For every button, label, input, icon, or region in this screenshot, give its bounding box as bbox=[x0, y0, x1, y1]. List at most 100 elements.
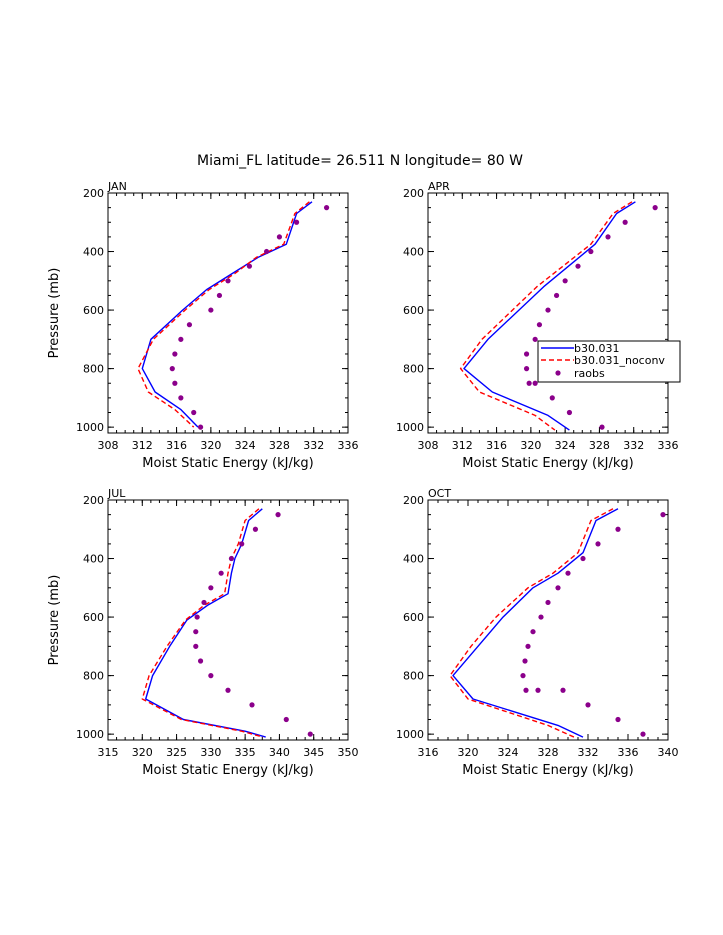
model-series-line bbox=[463, 201, 636, 431]
raobs-point bbox=[178, 395, 184, 401]
model-series-line bbox=[452, 508, 619, 738]
y-tick-label: 600 bbox=[403, 304, 424, 317]
noconv-series-line bbox=[137, 201, 310, 428]
x-tick-label: 336 bbox=[618, 746, 639, 759]
raobs-point bbox=[208, 307, 214, 313]
raobs-point bbox=[615, 716, 621, 723]
raobs-point bbox=[585, 702, 591, 708]
raobs-point bbox=[545, 599, 551, 606]
x-tick-label: 320 bbox=[520, 439, 541, 452]
x-tick-label: 350 bbox=[338, 746, 359, 759]
x-tick-label: 324 bbox=[235, 439, 256, 452]
x-tick-label: 332 bbox=[623, 439, 644, 452]
y-tick-label: 400 bbox=[403, 246, 424, 259]
raobs-point bbox=[526, 380, 532, 386]
x-tick-label: 324 bbox=[555, 439, 576, 452]
y-tick-label: 1000 bbox=[76, 728, 104, 741]
x-axis-title: Moist Static Energy (kJ/kg) bbox=[142, 456, 313, 471]
panel-jul bbox=[107, 499, 349, 741]
raobs-point bbox=[566, 409, 573, 416]
x-tick-label: 320 bbox=[132, 746, 153, 759]
model-series-line bbox=[144, 508, 266, 738]
raobs-point bbox=[186, 322, 193, 328]
legend-label: b30.031 bbox=[574, 342, 619, 355]
x-tick-label: 312 bbox=[132, 439, 153, 452]
panel-oct bbox=[427, 499, 669, 741]
x-tick-label: 335 bbox=[235, 746, 256, 759]
x-tick-label: 325 bbox=[166, 746, 187, 759]
x-tick-label: 316 bbox=[418, 746, 439, 759]
raobs-point bbox=[530, 629, 536, 635]
raobs-point bbox=[562, 278, 568, 284]
raobs-point bbox=[252, 526, 259, 532]
raobs-point bbox=[536, 322, 543, 328]
raobs-point bbox=[525, 643, 531, 649]
raobs-point bbox=[216, 292, 223, 299]
plot-frame bbox=[107, 499, 349, 741]
raobs-point bbox=[178, 336, 184, 342]
raobs-point bbox=[652, 205, 658, 211]
noconv-series-line bbox=[449, 508, 614, 738]
panel-apr bbox=[427, 192, 669, 434]
raobs-point bbox=[225, 278, 231, 284]
raobs-point bbox=[208, 673, 214, 679]
raobs-point bbox=[595, 541, 601, 547]
y-tick-label: 200 bbox=[403, 187, 424, 200]
raobs-point bbox=[218, 570, 224, 576]
raobs-point bbox=[553, 292, 560, 299]
raobs-point bbox=[193, 629, 199, 635]
y-tick-label: 1000 bbox=[396, 728, 424, 741]
raobs-point bbox=[208, 585, 214, 591]
x-tick-label: 340 bbox=[269, 746, 290, 759]
x-tick-label: 312 bbox=[452, 439, 473, 452]
panel-jan bbox=[107, 192, 349, 434]
raobs-point bbox=[193, 643, 199, 649]
raobs-point bbox=[191, 409, 197, 416]
y-tick-label: 400 bbox=[83, 246, 104, 259]
panel-title: JUL bbox=[107, 487, 126, 500]
noconv-series-line bbox=[141, 508, 264, 738]
raobs-point bbox=[307, 731, 313, 737]
raobs-point bbox=[549, 395, 555, 401]
raobs-point bbox=[323, 205, 330, 211]
x-axis-title: Moist Static Energy (kJ/kg) bbox=[462, 456, 633, 471]
raobs-point bbox=[535, 687, 541, 693]
x-axis-title: Moist Static Energy (kJ/kg) bbox=[142, 763, 313, 778]
figure-title: Miami_FL latitude= 26.511 N longitude= 8… bbox=[197, 153, 523, 169]
raobs-point bbox=[532, 336, 538, 342]
raobs-point bbox=[239, 541, 245, 547]
x-tick-label: 308 bbox=[98, 439, 119, 452]
raobs-point bbox=[172, 351, 178, 357]
noconv-series-line bbox=[459, 201, 633, 431]
legend-raobs-marker bbox=[555, 370, 561, 376]
raobs-point bbox=[276, 234, 283, 240]
raobs-point bbox=[263, 248, 270, 255]
raobs-point bbox=[545, 307, 551, 313]
x-tick-label: 332 bbox=[578, 746, 599, 759]
raobs-point bbox=[599, 424, 605, 430]
legend-label: raobs bbox=[574, 367, 605, 380]
x-axis-title: Moist Static Energy (kJ/kg) bbox=[462, 763, 633, 778]
x-tick-label: 332 bbox=[303, 439, 324, 452]
x-tick-label: 315 bbox=[98, 746, 119, 759]
raobs-point bbox=[197, 424, 204, 430]
y-tick-label: 800 bbox=[83, 363, 104, 376]
y-axis-title: Pressure (mb) bbox=[47, 268, 62, 359]
raobs-point bbox=[283, 716, 289, 723]
raobs-point bbox=[520, 673, 526, 679]
legend bbox=[537, 340, 681, 383]
raobs-point bbox=[532, 380, 538, 386]
raobs-point bbox=[249, 702, 255, 708]
y-tick-label: 400 bbox=[83, 553, 104, 566]
x-tick-label: 316 bbox=[166, 439, 187, 452]
y-tick-label: 800 bbox=[83, 670, 104, 683]
plot-frame bbox=[107, 192, 349, 434]
raobs-point bbox=[246, 263, 253, 269]
raobs-point bbox=[588, 248, 594, 255]
x-tick-label: 336 bbox=[338, 439, 359, 452]
y-tick-label: 1000 bbox=[396, 421, 424, 434]
raobs-point bbox=[538, 614, 544, 620]
x-tick-label: 345 bbox=[303, 746, 324, 759]
x-tick-label: 328 bbox=[269, 439, 290, 452]
